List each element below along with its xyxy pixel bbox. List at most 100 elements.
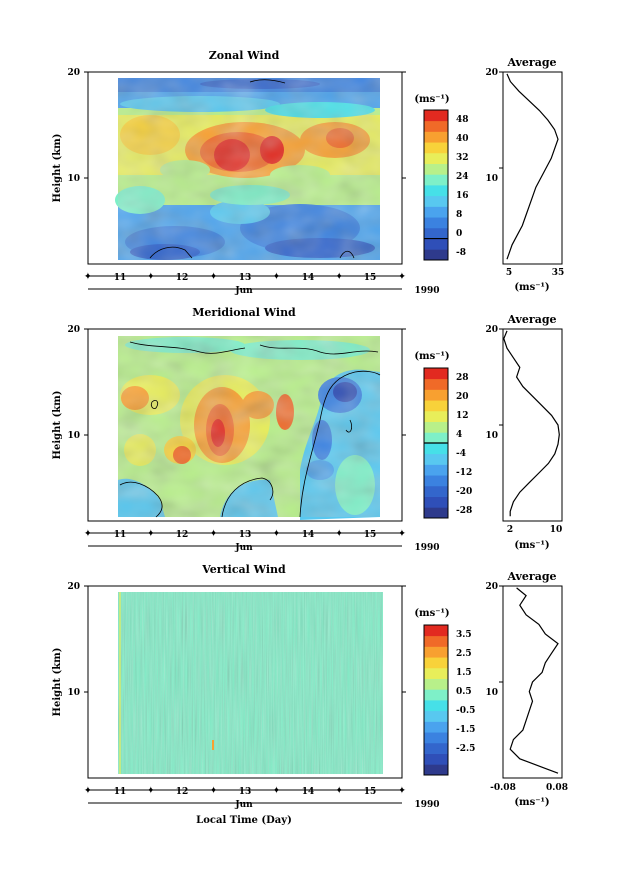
- day-boundary-marker: ✦: [335, 529, 343, 540]
- meridional-cbar-tick: 20: [456, 392, 469, 402]
- colorbar-swatch: [424, 142, 448, 154]
- meridional-time-axis: [88, 532, 402, 547]
- zonal-profile-frame: [502, 71, 563, 265]
- vertical-ytick-10: 10: [67, 688, 80, 698]
- meridional-ylabel: Height (km): [52, 391, 63, 460]
- meridional-ytick-10: 10: [67, 431, 80, 441]
- vertical-cbar-tick: 3.5: [456, 630, 472, 640]
- day-boundary-marker: ✦: [84, 529, 92, 540]
- zonal-colorbar: [423, 109, 449, 261]
- zonal-profile-ytick-10: 10: [485, 174, 498, 184]
- zonal-profile-xlabel: (ms⁻¹): [514, 282, 549, 293]
- vertical-day-12: 12: [176, 787, 189, 797]
- colorbar-swatch: [424, 657, 448, 669]
- colorbar-swatch: [424, 464, 448, 476]
- colorbar-frame: [423, 624, 449, 776]
- colorbar-swatch: [424, 475, 448, 487]
- meridional-profile-xtick: 10: [550, 525, 563, 535]
- day-boundary-marker: ✦: [272, 529, 280, 540]
- day-boundary-marker: ✦: [398, 272, 406, 283]
- colorbar-swatch: [424, 689, 448, 701]
- meridional-day-15: 15: [364, 530, 377, 540]
- zonal-profile-line: [506, 73, 559, 260]
- meridional-day-12: 12: [176, 530, 189, 540]
- colorbar-swatch: [424, 453, 448, 465]
- meridional-ytick-20: 20: [67, 325, 80, 335]
- colorbar-swatch: [424, 496, 448, 508]
- meridional-day-11: 11: [114, 530, 127, 540]
- vertical-profile-line: [509, 587, 559, 774]
- meridional-axes: [84, 328, 406, 522]
- meridional-profile-title: Average: [506, 313, 556, 326]
- colorbar-swatch: [424, 443, 448, 455]
- colorbar-swatch: [424, 625, 448, 637]
- bottom-xlabel: Local Time (Day): [196, 815, 292, 826]
- zonal-cbar-tick: 24: [456, 172, 469, 182]
- vertical-day-11: 11: [114, 787, 127, 797]
- zonal-day-12: 12: [176, 273, 189, 283]
- colorbar-swatch: [424, 152, 448, 164]
- colorbar-swatch: [424, 131, 448, 143]
- colorbar-swatch: [424, 721, 448, 733]
- colorbar-swatch: [424, 174, 448, 186]
- meridional-profile-line: [503, 330, 560, 517]
- colorbar-swatch: [424, 678, 448, 690]
- zonal-day-15: 15: [364, 273, 377, 283]
- colorbar-swatch: [424, 400, 448, 412]
- colorbar-swatch: [424, 732, 448, 744]
- vertical-profile-xtick: -0.08: [490, 783, 516, 793]
- zonal-day-11: 11: [114, 273, 127, 283]
- zonal-month: Jun: [234, 286, 253, 296]
- meridional-colorbar-label: (ms⁻¹): [414, 351, 449, 362]
- vertical-year: 1990: [414, 800, 439, 810]
- day-boundary-marker: ✦: [147, 529, 155, 540]
- day-boundary-marker: ✦: [209, 529, 217, 540]
- colorbar-swatch: [424, 667, 448, 679]
- zonal-cbar-tick: 8: [456, 210, 462, 220]
- vertical-title: Vertical Wind: [201, 563, 286, 576]
- meridional-profile-ytick-20: 20: [485, 325, 498, 335]
- zonal-time-axis: [88, 275, 402, 290]
- colorbar-swatch: [424, 753, 448, 765]
- day-boundary-marker: ✦: [335, 786, 343, 797]
- colorbar-swatch: [424, 185, 448, 197]
- meridional-cbar-tick: 12: [456, 411, 469, 421]
- day-boundary-marker: ✦: [398, 786, 406, 797]
- day-boundary-marker: ✦: [84, 272, 92, 283]
- vertical-colorbar-label: (ms⁻¹): [414, 608, 449, 619]
- colorbar-swatch: [424, 120, 448, 132]
- vertical-cbar-tick: -2.5: [456, 744, 475, 754]
- colorbar-swatch: [424, 217, 448, 229]
- zonal-day-13: 13: [239, 273, 252, 283]
- colorbar-swatch: [424, 110, 448, 122]
- colorbar-swatch: [424, 249, 448, 261]
- vertical-colorbar: [423, 624, 449, 776]
- zonal-cbar-tick: -8: [456, 248, 466, 258]
- day-boundary-marker: ✦: [209, 786, 217, 797]
- zonal-cbar-tick: 0: [456, 229, 462, 239]
- zonal-heatmap: [88, 72, 402, 264]
- day-boundary-marker: ✦: [272, 786, 280, 797]
- meridional-cbar-tick: -4: [456, 449, 466, 459]
- zonal-cbar-tick: 40: [456, 134, 469, 144]
- meridional-title: Meridional Wind: [192, 306, 296, 319]
- meridional-year: 1990: [414, 543, 439, 553]
- vertical-time-axis: [88, 789, 402, 804]
- meridional-cbar-tick: 28: [456, 373, 469, 383]
- colorbar-swatch: [424, 227, 448, 239]
- zonal-year: 1990: [414, 286, 439, 296]
- colorbar-swatch: [424, 389, 448, 401]
- vertical-axes: [84, 585, 406, 779]
- meridional-cbar-tick: 4: [456, 430, 462, 440]
- vertical-profile-xtick: 0.08: [546, 783, 568, 793]
- colorbar-swatch: [424, 485, 448, 497]
- meridional-profile-frame: [502, 328, 563, 522]
- colorbar-swatch: [424, 378, 448, 390]
- vertical-day-13: 13: [239, 787, 252, 797]
- vertical-heatmap: [88, 586, 402, 778]
- zonal-ytick-20: 20: [67, 68, 80, 78]
- colorbar-swatch: [424, 700, 448, 712]
- zonal-cbar-tick: 16: [456, 191, 469, 201]
- zonal-profile-xtick: 35: [552, 268, 565, 278]
